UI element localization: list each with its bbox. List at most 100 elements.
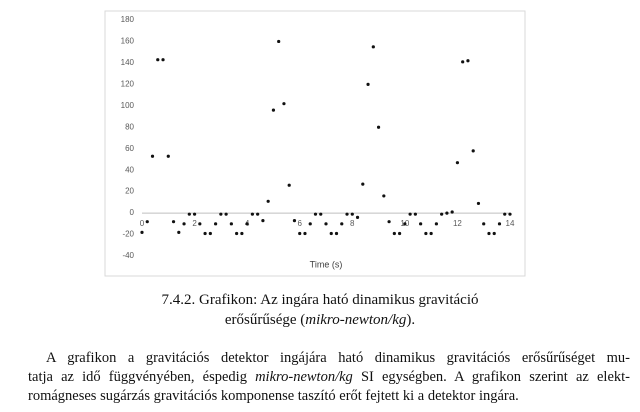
- data-point: [229, 222, 233, 226]
- data-point: [319, 212, 323, 216]
- data-point: [429, 231, 433, 236]
- data-point: [376, 125, 381, 129]
- y-tick-label: 160: [121, 37, 135, 46]
- data-point: [308, 222, 312, 226]
- caption-text: erősűrűsége (: [224, 312, 306, 328]
- data-point: [303, 231, 307, 236]
- paragraph-line: tatja az idő függvényében, éspedig mikro…: [28, 369, 630, 386]
- caption-line: erősűrűsége (mikro-newton/kg).: [0, 312, 640, 329]
- data-point: [298, 231, 302, 236]
- data-point: [434, 222, 438, 226]
- data-point: [413, 212, 417, 216]
- data-point: [287, 183, 291, 187]
- data-point: [240, 231, 244, 236]
- paragraph-text: SI egységben. A grafikon szerint az elek…: [352, 369, 630, 385]
- data-point: [424, 231, 428, 236]
- data-point: [245, 222, 249, 226]
- data-point: [261, 219, 265, 223]
- data-point: [492, 231, 496, 236]
- caption-text: ).: [406, 312, 416, 328]
- data-point: [219, 212, 223, 216]
- y-tick-label: -40: [122, 251, 134, 260]
- x-axis-title: Time (s): [310, 259, 343, 269]
- paragraph-text: A grafikon a gravitációs detektor ingájá…: [46, 350, 630, 366]
- data-point: [182, 222, 186, 226]
- data-point: [324, 222, 328, 226]
- y-tick-label: 100: [121, 101, 135, 110]
- data-point: [471, 149, 475, 153]
- x-tick-label: 2: [192, 219, 197, 228]
- figure-caption: 7.4.2. Grafikon: Az ingára ható dinamiku…: [0, 292, 640, 329]
- x-tick-label: 8: [350, 219, 355, 228]
- y-tick-label: 120: [121, 79, 135, 88]
- x-tick-label: 6: [297, 219, 302, 228]
- data-point: [392, 231, 396, 236]
- y-tick-label: 0: [130, 208, 135, 217]
- data-point: [161, 58, 165, 62]
- data-point: [398, 231, 402, 236]
- data-point: [503, 212, 507, 216]
- caption-text: mikro-newton/kg: [305, 312, 407, 328]
- data-point: [271, 108, 276, 112]
- data-point: [461, 60, 465, 64]
- y-tick-label: 20: [125, 187, 134, 196]
- chart-frame: [104, 10, 526, 277]
- data-point: [256, 212, 260, 216]
- y-tick-label: 60: [125, 144, 134, 153]
- data-point: [487, 231, 491, 236]
- data-point: [366, 82, 370, 86]
- data-point: [277, 39, 281, 44]
- data-point: [177, 230, 181, 234]
- paragraph-line: A grafikon a gravitációs detektor ingájá…: [46, 350, 630, 367]
- x-tick-label: 14: [506, 219, 515, 228]
- data-point: [334, 231, 339, 236]
- data-point: [192, 212, 197, 216]
- chart: Time (s) -40 -20 0 20 40 60 80 100 120 140 160 180 0…: [104, 10, 526, 277]
- y-tick-label: 140: [121, 58, 135, 67]
- data-point: [171, 220, 176, 224]
- data-point: [403, 222, 407, 226]
- data-point: [497, 222, 502, 226]
- data-point: [440, 212, 444, 216]
- data-point: [203, 231, 207, 236]
- data-point: [455, 161, 460, 165]
- data-point: [187, 212, 191, 216]
- data-point: [329, 231, 333, 236]
- data-point: [208, 231, 212, 236]
- data-point: [145, 220, 149, 224]
- data-point: [340, 222, 344, 226]
- data-point: [150, 154, 155, 158]
- data-point: [250, 212, 254, 216]
- data-point: [235, 231, 239, 236]
- data-point: [387, 220, 391, 224]
- data-point: [282, 102, 286, 106]
- data-point: [482, 222, 486, 226]
- data-point: [450, 210, 454, 214]
- data-point: [476, 201, 481, 206]
- y-tick-label: -20: [122, 230, 134, 239]
- data-point: [382, 194, 386, 198]
- data-point: [224, 212, 228, 216]
- data-point: [419, 222, 423, 226]
- data-point: [466, 59, 470, 63]
- paragraph-text: tatja az idő függvényében, éspedig: [28, 369, 256, 385]
- data-point: [355, 215, 360, 219]
- data-point: [198, 222, 202, 226]
- data-point: [345, 212, 349, 216]
- x-tick-label: 0: [140, 219, 145, 228]
- y-tick-label: 80: [125, 122, 134, 131]
- paragraph-line: romágneses sugárzás gravitációs komponen…: [28, 388, 519, 405]
- data-point: [313, 212, 318, 216]
- data-point: [361, 182, 365, 186]
- data-point: [371, 45, 375, 49]
- data-point: [350, 212, 354, 216]
- data-point: [408, 212, 412, 216]
- paragraph-text: mikro-newton/kg: [255, 369, 353, 385]
- data-point: [445, 211, 449, 215]
- paragraph-text: romágneses sugárzás gravitációs komponen…: [28, 388, 519, 404]
- data-point: [214, 222, 218, 226]
- x-tick-label: 12: [453, 219, 462, 228]
- data-point: [156, 58, 160, 62]
- data-point: [166, 154, 170, 158]
